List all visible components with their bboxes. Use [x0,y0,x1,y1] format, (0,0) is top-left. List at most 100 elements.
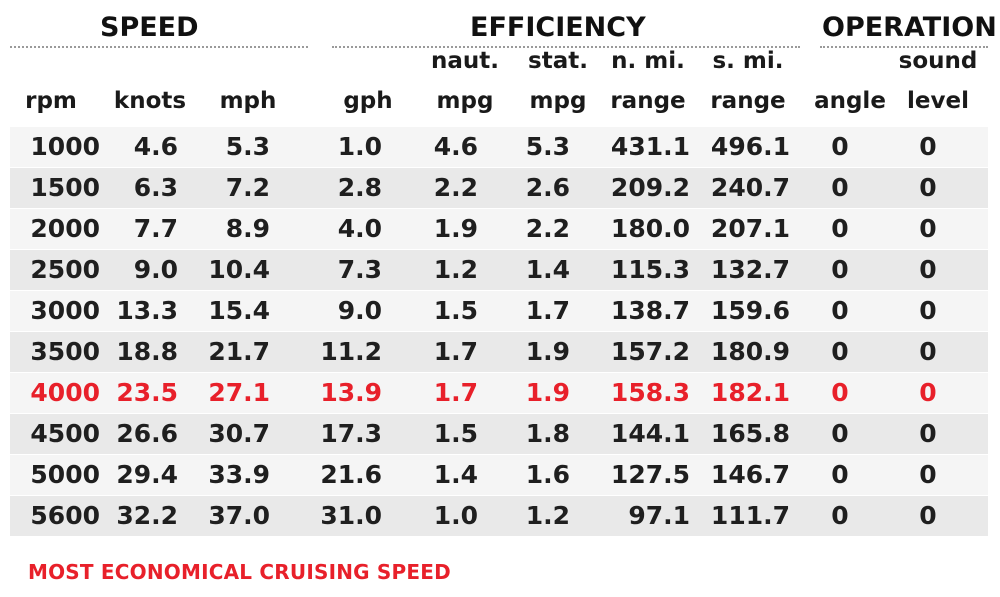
cell-gph: 11.2 [320,337,382,366]
header-naut-mpg: mpg [436,88,494,114]
cell-gph: 17.3 [320,419,382,448]
table-row: 5000 29.4 33.9 21.6 1.4 1.6 127.5 146.7 0 0 [10,455,988,495]
cell-sound-level: 0 [919,378,937,407]
cell-gph: 1.0 [337,132,382,161]
cell-s-mi-range: 182.1 [710,378,790,407]
cell-gph: 21.6 [320,460,382,489]
cell-stat-mpg: 1.4 [525,255,570,284]
cell-knots: 32.2 [116,501,178,530]
header-mph: mph [219,88,277,114]
cell-stat-mpg: 1.2 [525,501,570,530]
cell-rpm: 3500 [30,337,100,366]
cell-angle: 0 [831,173,849,202]
header-knots: knots [113,88,187,114]
cell-sound-level: 0 [919,132,937,161]
cell-s-mi-range: 240.7 [710,173,790,202]
header-stat-mpg: mpg [529,88,587,114]
cell-sound-level: 0 [919,419,937,448]
efficiency-section-rule [332,46,800,48]
cell-rpm: 4500 [30,419,100,448]
cell-stat-mpg: 1.9 [525,378,570,407]
header-s-mi: s. mi. [712,48,784,74]
cell-gph: 9.0 [337,296,382,325]
header-n-mi: n. mi. [611,48,685,74]
cell-mph: 5.3 [225,132,270,161]
cell-rpm: 1500 [30,173,100,202]
section-title-speed: SPEED [100,12,199,43]
header-sound-level: level [907,88,969,114]
cell-mph: 10.4 [208,255,270,284]
cell-s-mi-range: 180.9 [710,337,790,366]
cell-naut-mpg: 2.2 [433,173,478,202]
cell-angle: 0 [831,419,849,448]
cell-mph: 27.1 [208,378,270,407]
cell-stat-mpg: 1.7 [525,296,570,325]
cell-mph: 15.4 [208,296,270,325]
cell-rpm: 2500 [30,255,100,284]
cell-rpm: 1000 [30,132,100,161]
cell-stat-mpg: 1.9 [525,337,570,366]
cell-n-mi-range: 180.0 [610,214,690,243]
cell-sound-level: 0 [919,173,937,202]
table-row: 1500 6.3 7.2 2.8 2.2 2.6 209.2 240.7 0 0 [10,168,988,208]
operation-section-rule [820,46,988,48]
cell-angle: 0 [831,255,849,284]
cell-gph: 31.0 [320,501,382,530]
cell-gph: 13.9 [320,378,382,407]
cell-n-mi-range: 209.2 [610,173,690,202]
cell-angle: 0 [831,214,849,243]
footnote-most-economical: MOST ECONOMICAL CRUISING SPEED [28,560,451,584]
cell-naut-mpg: 4.6 [433,132,478,161]
cell-angle: 0 [831,132,849,161]
cell-naut-mpg: 1.5 [433,419,478,448]
cell-n-mi-range: 144.1 [610,419,690,448]
cell-naut-mpg: 1.7 [433,337,478,366]
cell-s-mi-range: 146.7 [710,460,790,489]
cell-n-mi-range: 138.7 [610,296,690,325]
header-gph: gph [343,88,393,114]
cell-mph: 30.7 [208,419,270,448]
header-rpm: rpm [25,88,77,114]
cell-naut-mpg: 1.4 [433,460,478,489]
cell-rpm: 4000 [30,378,100,407]
header-naut: naut. [430,48,499,74]
section-title-operation: OPERATION [822,12,997,43]
cell-sound-level: 0 [919,296,937,325]
section-title-efficiency: EFFICIENCY [470,12,646,43]
cell-naut-mpg: 1.0 [433,501,478,530]
cell-stat-mpg: 2.6 [525,173,570,202]
cell-rpm: 3000 [30,296,100,325]
cell-angle: 0 [831,501,849,530]
cell-s-mi-range: 496.1 [710,132,790,161]
cell-knots: 6.3 [133,173,178,202]
cell-mph: 37.0 [208,501,270,530]
cell-n-mi-range: 115.3 [610,255,690,284]
cell-s-mi-range: 165.8 [710,419,790,448]
cell-knots: 7.7 [133,214,178,243]
cell-n-mi-range: 157.2 [610,337,690,366]
cell-s-mi-range: 207.1 [710,214,790,243]
cell-n-mi-range: 97.1 [628,501,690,530]
cell-angle: 0 [831,460,849,489]
cell-rpm: 5600 [30,501,100,530]
header-angle: angle [814,88,886,114]
cell-sound-level: 0 [919,460,937,489]
cell-s-mi-range: 159.6 [710,296,790,325]
cell-angle: 0 [831,337,849,366]
cell-sound-level: 0 [919,214,937,243]
cell-knots: 9.0 [133,255,178,284]
table-row: 3000 13.3 15.4 9.0 1.5 1.7 138.7 159.6 0 0 [10,291,988,331]
cell-mph: 21.7 [208,337,270,366]
cell-stat-mpg: 5.3 [525,132,570,161]
speed-section-rule [10,46,308,48]
cell-gph: 4.0 [337,214,382,243]
cell-n-mi-range: 158.3 [610,378,690,407]
cell-s-mi-range: 132.7 [710,255,790,284]
table-row: 4000 23.5 27.1 13.9 1.7 1.9 158.3 182.1 0 0 [10,373,988,413]
cell-n-mi-range: 431.1 [610,132,690,161]
cell-sound-level: 0 [919,501,937,530]
cell-angle: 0 [831,378,849,407]
cell-stat-mpg: 2.2 [525,214,570,243]
cell-s-mi-range: 111.7 [710,501,790,530]
header-sound: sound [898,48,978,74]
